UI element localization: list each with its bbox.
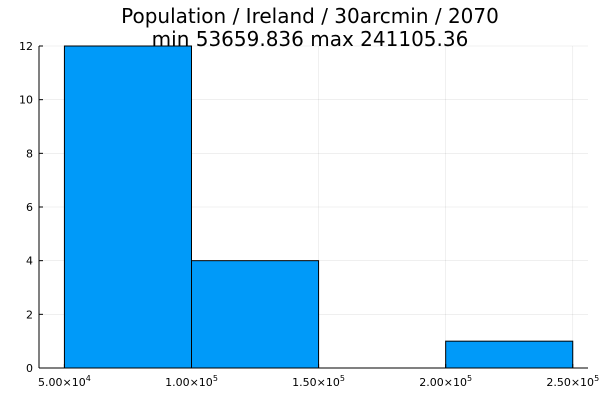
y-tick-label-1: 2: [26, 308, 33, 321]
histogram-bars: [63, 45, 574, 369]
y-tick-label-5: 10: [19, 94, 33, 107]
y-tick-label-4: 8: [26, 147, 33, 160]
y-tick-label-3: 6: [26, 201, 33, 214]
chart-subtitle: min 53659.836 max 241105.36: [152, 27, 469, 51]
x-tick-label-3: 2.00×105: [419, 374, 472, 389]
axes: [38, 45, 588, 369]
y-tick-label-2: 4: [26, 255, 33, 268]
y-tick-label-0: 0: [26, 362, 33, 375]
x-tick-label-2: 1.50×105: [292, 374, 345, 389]
chart-title: Population / Ireland / 30arcmin / 2070: [121, 4, 499, 28]
x-tick-label-1: 1.00×105: [165, 374, 218, 389]
y-tick-label-6: 12: [19, 40, 33, 53]
tick-labels: 0 2 4 6 8 10 12 5.00×104 1.00×105 1.50×105 2.00×10…: [19, 40, 599, 389]
bar-3: [445, 340, 574, 369]
bar-0: [63, 45, 192, 369]
bar-1: [191, 260, 320, 369]
x-tick-label-4: 2.50×105: [546, 374, 599, 389]
x-tick-label-0: 5.00×104: [38, 374, 91, 389]
